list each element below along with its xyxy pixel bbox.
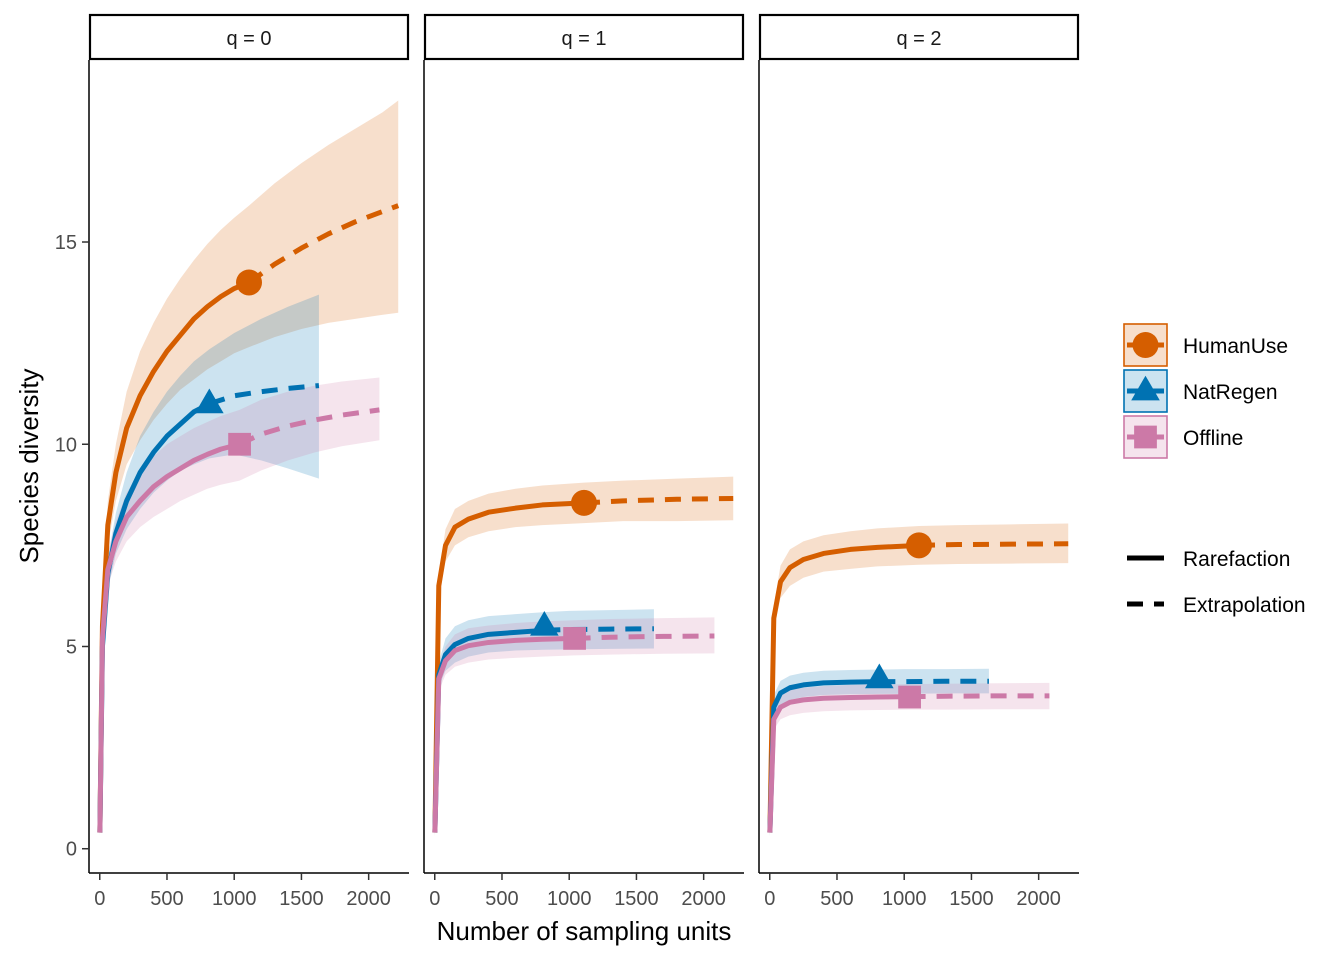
legend-key-circle-icon [1132, 332, 1159, 358]
rarefaction-line-offline-panel-1 [97, 441, 241, 833]
observed-point-offline-panel-3 [898, 685, 921, 709]
ci-band-humanuse-panel-2 [434, 476, 734, 837]
extrapolation-line-humanuse-panel-3 [918, 541, 1069, 548]
observed-point-offline-panel-1 [228, 432, 251, 456]
x-tick-label: 1000 [882, 888, 927, 910]
panel-3: q = 2 0 500 1000 1500 2000 [758, 13, 1080, 910]
plot-area-1 [97, 100, 400, 837]
x-tick-label: 1500 [614, 888, 659, 910]
ci-band-humanuse-panel-1 [99, 100, 399, 837]
y-tick-label: 15 [55, 232, 77, 254]
x-tick-label: 0 [429, 888, 440, 910]
observed-point-natregen-panel-2 [530, 610, 559, 636]
facet-panels: q = 0 0 500 1000 1500 2000 q = 1 0 500 1000 1500 20… [88, 13, 1080, 910]
x-tick-label: 0 [764, 888, 775, 910]
x-tick-label: 0 [94, 888, 105, 910]
extrapolation-line-offline-panel-2 [574, 633, 715, 641]
rarefaction-line-offline-panel-2 [432, 635, 575, 833]
legend-label-offline: Offline [1183, 427, 1243, 450]
x-tick-label: 2000 [346, 888, 391, 910]
observed-point-humanuse-panel-3 [906, 532, 932, 559]
plot-area-3 [767, 523, 1069, 837]
extrapolation-line-natregen-panel-2 [544, 626, 654, 633]
legend-key-triangle-icon [1131, 375, 1160, 401]
legend-item-rarefaction: Rarefaction [1127, 548, 1290, 571]
extrapolation-line-offline-panel-1 [238, 407, 380, 447]
observed-point-offline-panel-2 [563, 627, 586, 650]
facet-strip-label-1: q = 0 [226, 28, 271, 50]
y-axis: 0 5 10 15 [55, 232, 89, 861]
legend-item-humanuse: HumanUse [1123, 323, 1288, 367]
rarefaction-line-offline-panel-3 [767, 694, 910, 833]
rarefaction-line-humanuse-panel-1 [97, 280, 250, 833]
x-axis-title: Number of sampling units [437, 916, 732, 946]
panel-1: q = 0 0 500 1000 1500 2000 [88, 13, 410, 910]
x-tick-label: 500 [820, 888, 853, 910]
extrapolation-line-humanuse-panel-1 [247, 203, 400, 285]
facet-strip-2 [423, 13, 745, 61]
facet-strip-1 [88, 13, 410, 61]
ci-band-humanuse-panel-3 [769, 523, 1069, 837]
observed-point-natregen-panel-1 [195, 388, 224, 414]
ci-band-offline-panel-1 [99, 377, 380, 837]
extrapolation-line-natregen-panel-1 [208, 383, 320, 407]
extrapolation-line-offline-panel-3 [909, 693, 1050, 700]
x-tick-label: 1000 [212, 888, 257, 910]
x-tick-label: 1000 [547, 888, 592, 910]
facet-strip-3 [758, 13, 1080, 61]
legend: HumanUse NatRegen Offline Rarefaction Extrap… [1123, 323, 1306, 617]
plot-area-2 [432, 476, 734, 837]
panel-2: q = 1 0 500 1000 1500 2000 [423, 13, 745, 910]
legend-label-rarefaction: Rarefaction [1183, 548, 1290, 571]
legend-item-offline: Offline [1123, 415, 1243, 459]
y-tick-label: 0 [66, 839, 77, 861]
x-tick-label: 2000 [681, 888, 726, 910]
rarefaction-line-natregen-panel-3 [767, 679, 880, 833]
rarefaction-line-humanuse-panel-2 [432, 500, 585, 833]
legend-item-extrapolation: Extrapolation [1127, 594, 1306, 617]
x-tick-label: 2000 [1016, 888, 1061, 910]
observed-point-humanuse-panel-2 [571, 489, 597, 516]
facet-strip-label-3: q = 2 [896, 28, 941, 50]
legend-item-natregen: NatRegen [1123, 369, 1278, 413]
x-tick-label: 500 [485, 888, 518, 910]
x-tick-label: 500 [150, 888, 183, 910]
extrapolation-line-humanuse-panel-2 [583, 495, 734, 506]
ci-band-natregen-panel-1 [99, 294, 319, 837]
rarefaction-line-humanuse-panel-3 [767, 542, 920, 833]
ci-band-natregen-panel-2 [434, 609, 654, 837]
observed-point-humanuse-panel-1 [236, 269, 262, 296]
legend-key-square-icon [1134, 425, 1157, 449]
y-tick-label: 5 [66, 636, 77, 658]
observed-point-natregen-panel-3 [865, 663, 894, 689]
legend-label-extrapolation: Extrapolation [1183, 594, 1306, 617]
y-tick-label: 10 [55, 434, 77, 456]
legend-label-natregen: NatRegen [1183, 381, 1278, 404]
y-axis-title: Species diversity [14, 368, 44, 563]
x-tick-label: 1500 [949, 888, 994, 910]
x-tick-label: 1500 [279, 888, 324, 910]
legend-label-humanuse: HumanUse [1183, 335, 1288, 358]
facet-strip-label-2: q = 1 [561, 28, 606, 50]
